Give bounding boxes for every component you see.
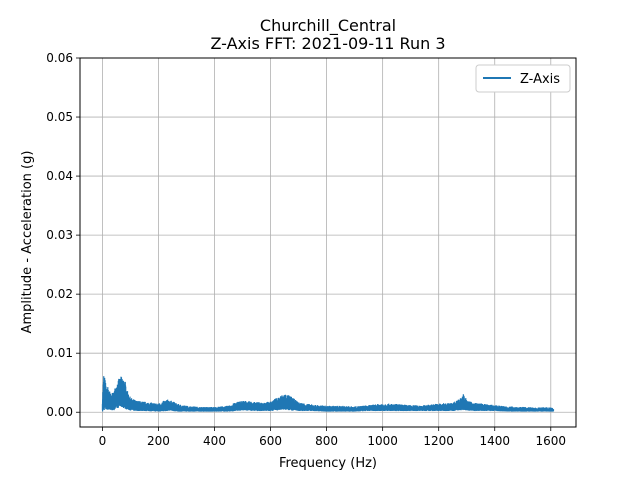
y-tick-label: 0.00 [46, 405, 73, 419]
plot-area [80, 58, 576, 427]
chart-title-line-1: Churchill_Central [260, 16, 396, 36]
legend-label-z-axis: Z-Axis [520, 72, 560, 87]
plot-frame [79, 57, 577, 428]
x-axis-label: Frequency (Hz) [279, 456, 377, 471]
y-tick-label: 0.02 [46, 287, 73, 301]
z-axis-series-line [101, 376, 555, 412]
chart-title-line-2: Z-Axis FFT: 2021-09-11 Run 3 [210, 34, 445, 53]
y-tick-label: 0.04 [46, 169, 73, 183]
y-tick-label: 0.06 [46, 51, 73, 65]
x-tick-label: 1600 [536, 434, 567, 448]
y-tick-label: 0.01 [46, 346, 73, 360]
data-series-z-axis [101, 376, 555, 412]
x-tick-label: 1400 [479, 434, 510, 448]
y-tick-label: 0.03 [46, 228, 73, 242]
y-axis-label: Amplitude - Acceleration (g) [20, 151, 35, 334]
grid-lines [80, 57, 576, 427]
x-tick-label: 400 [203, 434, 226, 448]
y-axis-ticks: 0.00 0.01 0.02 0.03 0.04 0.05 0.06 [46, 51, 80, 419]
x-tick-label: 600 [259, 434, 282, 448]
x-axis-ticks: 0 200 400 600 800 1000 1200 1400 1600 [99, 427, 566, 448]
x-tick-label: 1200 [423, 434, 454, 448]
x-tick-label: 200 [147, 434, 170, 448]
x-tick-label: 1000 [367, 434, 398, 448]
x-tick-label: 0 [99, 434, 107, 448]
legend: Z-Axis [475, 64, 571, 93]
legend-box [475, 64, 571, 93]
y-tick-label: 0.05 [46, 110, 73, 124]
x-tick-label: 800 [315, 434, 338, 448]
